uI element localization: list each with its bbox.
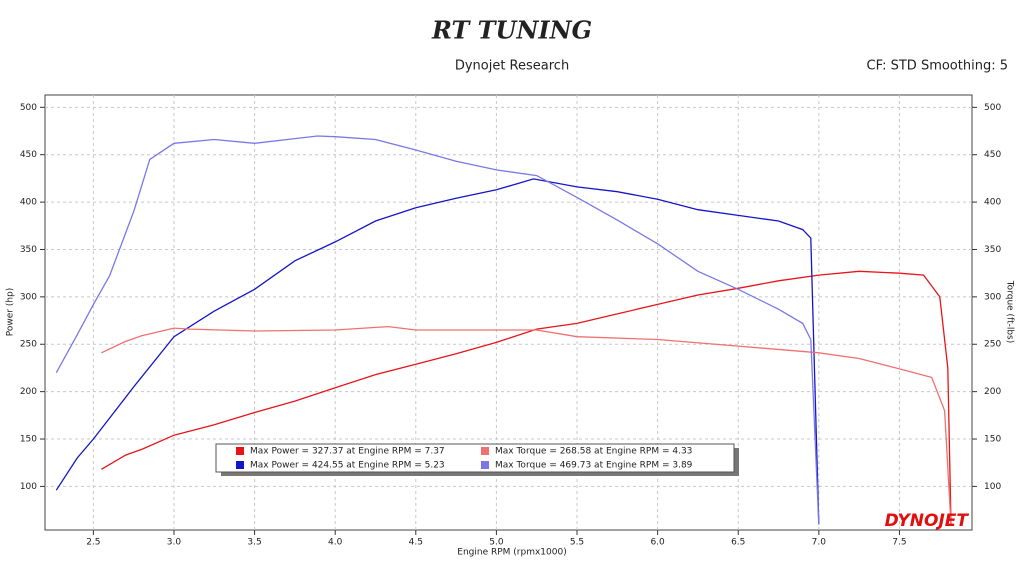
y2-axis-label: Torque (ft-lbs) <box>1005 280 1015 344</box>
logo: RT TUNING <box>431 16 592 45</box>
x-tick-label: 5.5 <box>570 538 584 548</box>
chart-subtitle: CF: STD Smoothing: 5 <box>867 59 1008 74</box>
x-tick-label: 3.5 <box>247 538 261 548</box>
y-tick-label: 450 <box>20 150 37 160</box>
y-tick-label: 300 <box>20 292 37 302</box>
series-line <box>55 135 820 525</box>
x-tick-label: 6.0 <box>650 538 665 548</box>
x-tick-label: 7.0 <box>812 538 827 548</box>
x-tick-label: 4.5 <box>409 538 423 548</box>
legend-swatch <box>481 447 489 455</box>
y-tick-label: 250 <box>20 340 37 350</box>
y2-tick-label: 500 <box>984 103 1001 113</box>
legend-swatch <box>481 461 489 469</box>
y-tick-label: 350 <box>20 245 37 255</box>
y2-tick-label: 150 <box>984 435 1001 445</box>
series-line <box>101 325 952 525</box>
y2-tick-label: 450 <box>984 150 1001 160</box>
legend-box <box>215 443 735 473</box>
x-tick-label: 6.5 <box>731 538 745 548</box>
y2-tick-label: 400 <box>984 198 1001 208</box>
x-tick-label: 3.0 <box>167 538 182 548</box>
x-tick-label: 7.5 <box>892 538 906 548</box>
legend-label: Max Torque = 268.58 at Engine RPM = 4.33 <box>495 447 692 457</box>
series-line <box>101 270 952 525</box>
y-tick-label: 150 <box>20 435 37 445</box>
legend-label: Max Power = 424.55 at Engine RPM = 5.23 <box>250 461 445 471</box>
y2-tick-label: 200 <box>984 387 1001 397</box>
y-tick-label: 500 <box>20 103 37 113</box>
y2-tick-label: 100 <box>984 482 1001 492</box>
y-axis-label: Power (hp) <box>6 288 16 337</box>
legend-label: Max Power = 327.37 at Engine RPM = 7.37 <box>250 447 445 457</box>
legend-swatch <box>236 461 244 469</box>
y-tick-label: 100 <box>20 482 37 492</box>
legend-swatch <box>236 447 244 455</box>
y2-tick-label: 350 <box>984 245 1001 255</box>
x-tick-label: 4.0 <box>328 538 343 548</box>
y2-tick-label: 250 <box>984 340 1001 350</box>
chart-title: Dynojet Research <box>455 59 569 74</box>
y2-tick-label: 300 <box>984 292 1001 302</box>
legend-label: Max Torque = 469.73 at Engine RPM = 3.89 <box>495 461 693 471</box>
y-tick-label: 400 <box>20 198 37 208</box>
x-axis-label: Engine RPM (rpmx1000) <box>457 548 566 558</box>
x-tick-label: 2.5 <box>86 538 100 548</box>
x-tick-label: 5.0 <box>489 538 504 548</box>
brand-logo: DYNOJET <box>885 511 970 531</box>
y-tick-label: 200 <box>20 387 37 397</box>
series-line <box>55 178 820 525</box>
